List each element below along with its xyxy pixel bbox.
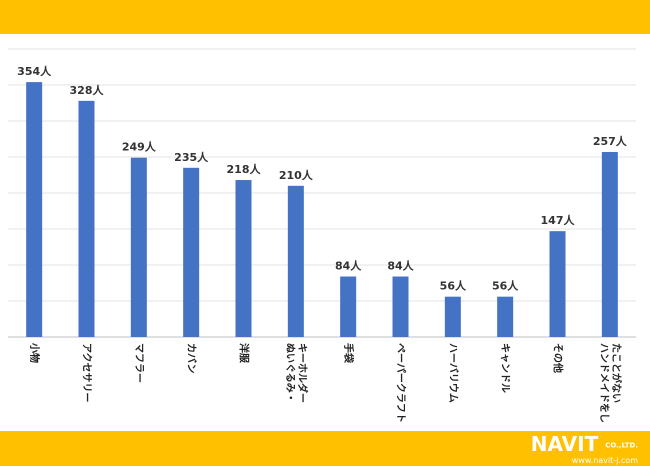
value-labels: 354人 328人 249人 235人 218人 210人 84人 84人 56人 56人 147人… — [17, 64, 628, 293]
bar — [235, 180, 252, 337]
logo-brand-text: NAVIT — [530, 432, 599, 456]
category-label: キャンドル — [499, 343, 511, 393]
category-label: キーホルダー — [296, 343, 309, 403]
bar — [340, 276, 357, 337]
logo-url: www.navit-j.com — [571, 455, 638, 465]
bar-value-label: 147人 — [541, 213, 576, 227]
bar-value-label: 218人 — [227, 162, 262, 176]
category-label: 洋服 — [238, 343, 251, 364]
bar-value-label: 84人 — [335, 259, 362, 273]
bar — [444, 296, 461, 337]
bar-value-label: 56人 — [440, 279, 467, 293]
bar — [287, 185, 304, 337]
bar-value-label: 249人 — [122, 140, 157, 154]
bar-chart: 354人 328人 249人 235人 218人 210人 84人 84人 56人 56人 147人… — [8, 48, 636, 423]
category-label: アクセサリー — [81, 343, 93, 403]
bar — [601, 151, 618, 337]
bar-value-label: 257人 — [593, 134, 628, 148]
bar — [130, 157, 147, 337]
category-label: ハンドメイドをし — [598, 343, 610, 423]
bars — [26, 82, 618, 337]
category-label: たことがない — [610, 343, 623, 403]
bar — [26, 82, 43, 337]
top-banner — [0, 0, 650, 34]
bar — [497, 296, 514, 337]
bottom-banner — [0, 431, 650, 466]
category-label: カバン — [185, 343, 197, 374]
logo-company-suffix: CO.,LTD. — [605, 441, 638, 450]
category-label: その他 — [552, 343, 565, 373]
navit-logo: NAVIT CO.,LTD. www.navit-j.com — [528, 432, 638, 465]
bar — [549, 231, 566, 337]
bar-value-label: 328人 — [70, 83, 105, 97]
gridlines — [8, 48, 636, 338]
bar — [183, 167, 200, 337]
category-labels: 小物 アクセサリー マフラー カバン 洋服 ぬいぐるみ・ キーホルダー 手袋 ペーパークラフト ハ… — [28, 342, 623, 423]
bar-value-label: 235人 — [174, 150, 209, 164]
category-label: ハーバリウム — [447, 343, 459, 403]
category-label: 小物 — [28, 342, 41, 363]
category-label: マフラー — [133, 343, 145, 383]
category-label: ペーパークラフト — [395, 343, 407, 423]
bar — [78, 100, 95, 337]
bar-value-label: 56人 — [492, 279, 519, 293]
bar-value-label: 354人 — [17, 64, 52, 78]
bar — [392, 276, 409, 337]
category-label: 手袋 — [342, 343, 355, 364]
bar-value-label: 210人 — [279, 168, 314, 182]
category-label: ぬいぐるみ・ — [284, 343, 296, 403]
bar-value-label: 84人 — [387, 259, 414, 273]
